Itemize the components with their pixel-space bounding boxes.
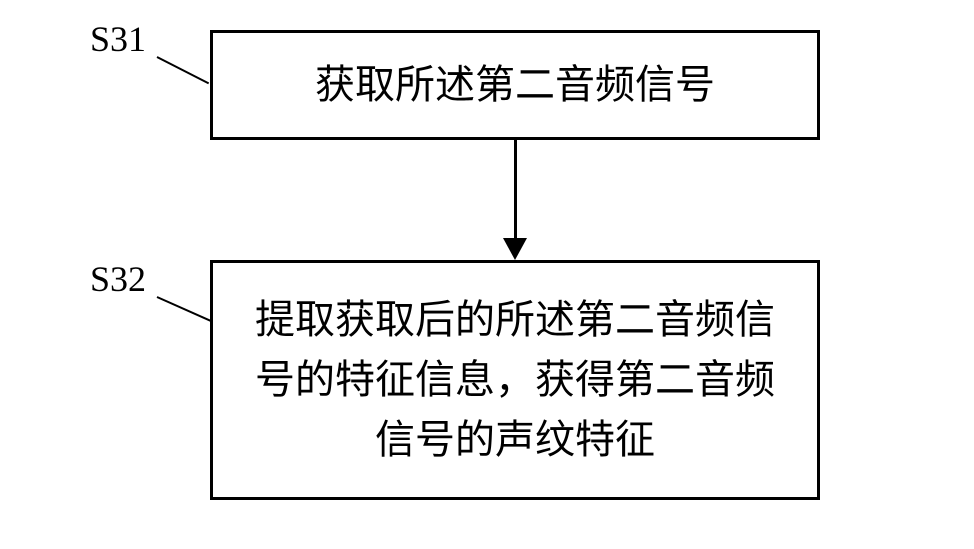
- step-label-s32: S32: [90, 258, 146, 300]
- step-label-s31: S31: [90, 18, 146, 60]
- node-text-s31: 获取所述第二音频信号: [315, 55, 715, 115]
- connector-line-s32: [157, 296, 214, 323]
- arrow-head: [503, 238, 527, 260]
- connector-line-s31: [157, 56, 210, 84]
- flowchart-node-s32: 提取获取后的所述第二音频信号的特征信息，获得第二音频信号的声纹特征: [210, 260, 820, 500]
- flowchart-node-s31: 获取所述第二音频信号: [210, 30, 820, 140]
- node-text-s32: 提取获取后的所述第二音频信号的特征信息，获得第二音频信号的声纹特征: [243, 290, 787, 470]
- arrow-line: [514, 140, 517, 238]
- flowchart-arrow: [510, 140, 520, 260]
